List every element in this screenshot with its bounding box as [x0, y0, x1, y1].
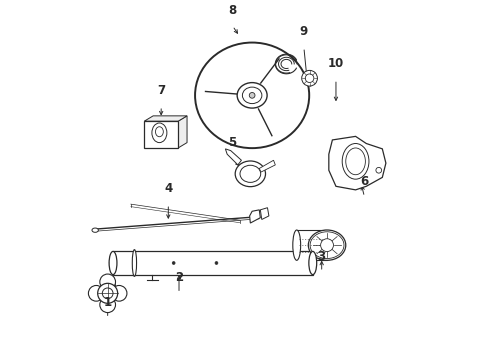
Ellipse shape — [293, 230, 301, 260]
Ellipse shape — [237, 82, 267, 108]
Ellipse shape — [92, 228, 98, 232]
Circle shape — [215, 262, 218, 265]
Circle shape — [98, 283, 118, 303]
Ellipse shape — [309, 251, 317, 275]
Polygon shape — [329, 136, 386, 190]
Circle shape — [249, 93, 255, 98]
Polygon shape — [144, 121, 178, 148]
Ellipse shape — [109, 251, 117, 275]
Circle shape — [100, 297, 116, 312]
Ellipse shape — [195, 42, 309, 148]
Ellipse shape — [342, 144, 369, 179]
Ellipse shape — [235, 161, 266, 187]
Text: 8: 8 — [228, 4, 237, 17]
Text: 6: 6 — [360, 175, 368, 188]
Circle shape — [88, 285, 104, 301]
Text: 4: 4 — [164, 182, 172, 195]
Ellipse shape — [308, 230, 346, 260]
Polygon shape — [259, 160, 275, 172]
Text: 10: 10 — [328, 57, 344, 70]
Text: 7: 7 — [157, 84, 165, 97]
Polygon shape — [249, 210, 260, 223]
Polygon shape — [260, 208, 269, 220]
Polygon shape — [225, 149, 242, 165]
Bar — [113, 251, 313, 275]
Text: 3: 3 — [318, 250, 326, 263]
Circle shape — [100, 274, 116, 290]
Ellipse shape — [132, 249, 137, 276]
Polygon shape — [178, 116, 187, 148]
Circle shape — [320, 239, 334, 252]
Circle shape — [172, 262, 175, 265]
Text: 9: 9 — [300, 25, 308, 38]
Circle shape — [302, 70, 318, 86]
Text: 5: 5 — [228, 136, 237, 149]
Bar — [297, 230, 327, 260]
Polygon shape — [144, 116, 187, 121]
Text: 1: 1 — [103, 296, 112, 309]
Circle shape — [111, 285, 127, 301]
Text: 2: 2 — [175, 271, 183, 284]
